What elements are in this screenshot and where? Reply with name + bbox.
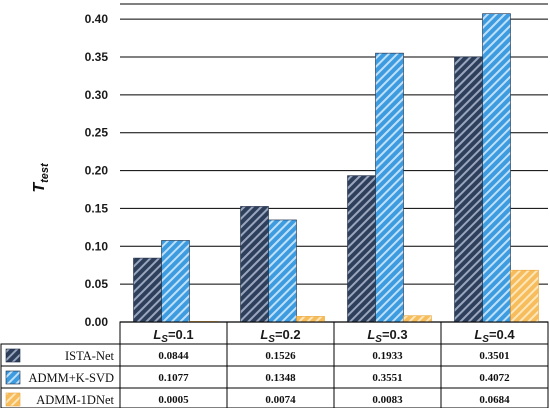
bar-ista-net-1 [133,257,162,323]
x-category-label: LS=0.2 [260,327,300,345]
bar-admm-k-svd-2 [268,219,297,323]
bar-admm-1dnet-2 [296,316,325,323]
x-category-label: LS=0.3 [367,327,407,345]
y-tick-label: 0.10 [85,239,109,253]
data-label-admm-1dnet-4: 0.0684 [479,394,510,406]
y-tick-label: 0.15 [85,201,109,215]
legend-swatch-ista-net [5,348,21,363]
bar-ista-net-4 [454,56,483,323]
y-tick-label: 0.35 [85,50,109,64]
data-label-ista-net-1: 0.0844 [158,350,189,362]
bar-admm-k-svd-1 [161,240,190,323]
legend-label-admm-k-svd: ADMM+K-SVD [28,371,114,385]
grid-lines [120,3,548,323]
bar-ista-net-2 [240,206,269,323]
y-tick-label: 0.20 [85,164,109,178]
bar-admm-k-svd-3 [375,52,404,323]
legend-swatch-admm-1dnet [5,392,21,407]
x-category-label: LS=0.1 [153,327,193,345]
y-axis-label: Ttest [31,162,51,193]
bar-ista-net-3 [347,175,376,323]
data-label-ista-net-4: 0.3501 [479,350,509,362]
data-label-admm-1dnet-2: 0.0074 [265,394,296,406]
legend-label-admm-1dnet: ADMM-1DNet [36,393,114,407]
y-tick-label: 0.05 [85,277,109,291]
data-label-admm-k-svd-3: 0.3551 [372,372,402,384]
y-tick-label: 0.25 [85,126,109,140]
y-tick-label: 0.40 [85,12,109,26]
legend-label-ista-net: ISTA-Net [65,349,115,363]
bars [133,13,539,323]
x-category-label: LS=0.4 [474,327,515,345]
bar-admm-1dnet-3 [403,315,432,323]
data-label-admm-1dnet-3: 0.0083 [372,394,403,406]
data-label-ista-net-2: 0.1526 [265,350,296,362]
data-label-admm-1dnet-1: 0.0005 [158,394,189,406]
y-axis: 0.00 0.05 0.10 0.15 0.20 0.25 0.30 0.35 0.40 [85,12,109,329]
bar-admm-k-svd-4 [482,13,511,323]
y-tick-label: 0.00 [85,315,109,329]
data-label-admm-k-svd-1: 0.1077 [158,372,189,384]
legend-swatch-admm-k-svd [5,370,21,385]
data-label-admm-k-svd-4: 0.4072 [479,372,510,384]
data-label-admm-k-svd-2: 0.1348 [265,372,296,384]
data-label-ista-net-3: 0.1933 [372,350,403,362]
data-table: LS=0.1 LS=0.2 LS=0.3 LS=0.4 ISTA-Net 0.0844 0.… [0,321,549,408]
bar-admm-1dnet-4 [510,269,539,323]
y-tick-label: 0.30 [85,88,109,102]
